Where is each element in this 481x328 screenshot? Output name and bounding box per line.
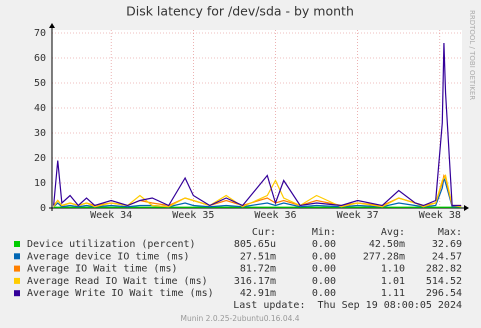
series-line: [53, 177, 462, 208]
legend-swatch: [14, 265, 20, 272]
y-tick-label: 0: [40, 203, 46, 214]
y-tick-label: 60: [34, 53, 46, 64]
stats-header: Min:: [312, 227, 336, 238]
stats-value: 1.11: [381, 288, 405, 299]
stats-value: 32.69: [432, 239, 462, 250]
stats-value: 0.00: [312, 264, 336, 275]
stats-value: 1.01: [381, 276, 405, 287]
stats-value: 805.65u: [234, 239, 276, 250]
legend-entry: Average IO Wait time (ms): [27, 264, 178, 275]
x-tick-label: Week 36: [254, 210, 296, 221]
last-update: Last update: Thu Sep 19 08:00:05 2024: [233, 300, 462, 311]
series-line: [53, 42, 462, 207]
stats-value: 296.54: [426, 288, 462, 299]
stats-value: 24.57: [432, 251, 462, 262]
legend-swatch: [14, 241, 20, 247]
stats-value: 81.72m: [240, 264, 276, 275]
series-line: [53, 173, 462, 208]
y-tick-label: 30: [34, 128, 46, 139]
stats-value: 0.00: [312, 239, 336, 250]
y-tick-label: 40: [34, 103, 46, 114]
stats-value: 27.51m: [240, 251, 276, 262]
stats-header: Max:: [438, 227, 462, 238]
stats-header: Cur:: [252, 227, 276, 238]
y-tick-label: 10: [34, 178, 46, 189]
x-tick-label: Week 38: [419, 210, 461, 221]
stats-value: 316.17m: [234, 276, 276, 287]
legend-swatch: [14, 277, 20, 284]
stats-value: 0.00: [312, 276, 336, 287]
legend-entry: Average Write IO Wait time (ms): [27, 288, 214, 299]
axis-arrow: [49, 23, 55, 28]
y-tick-label: 20: [34, 153, 46, 164]
stats-value: 42.50m: [369, 239, 405, 250]
stats-value: 0.00: [312, 288, 336, 299]
stats-value: 42.91m: [240, 288, 276, 299]
y-tick-label: 70: [34, 28, 46, 39]
chart-title: Disk latency for /dev/sda - by month: [126, 4, 354, 19]
legend-entry: Average device IO time (ms): [27, 251, 190, 262]
plot-area: [52, 30, 462, 208]
axis-arrow: [464, 205, 469, 211]
stats-value: 514.52: [426, 276, 462, 287]
legend-entry: Device utilization (percent): [27, 239, 196, 250]
stats-value: 0.00: [312, 251, 336, 262]
x-tick-label: Week 35: [172, 210, 214, 221]
side-label: RRDTOOL / TOBI OETIKER: [468, 10, 476, 100]
x-tick-label: Week 37: [337, 210, 379, 221]
stats-value: 277.28m: [363, 251, 405, 262]
legend-swatch: [14, 290, 20, 297]
stats-value: 282.82: [426, 264, 462, 275]
footer: Munin 2.0.25-2ubuntu0.16.04.4: [180, 314, 299, 323]
stats-value: 1.10: [381, 264, 405, 275]
legend-entry: Average Read IO Wait time (ms): [27, 276, 208, 287]
stats-header: Avg:: [381, 227, 405, 238]
x-tick-label: Week 34: [90, 210, 132, 221]
legend-swatch: [14, 253, 20, 260]
y-tick-label: 50: [34, 78, 46, 89]
